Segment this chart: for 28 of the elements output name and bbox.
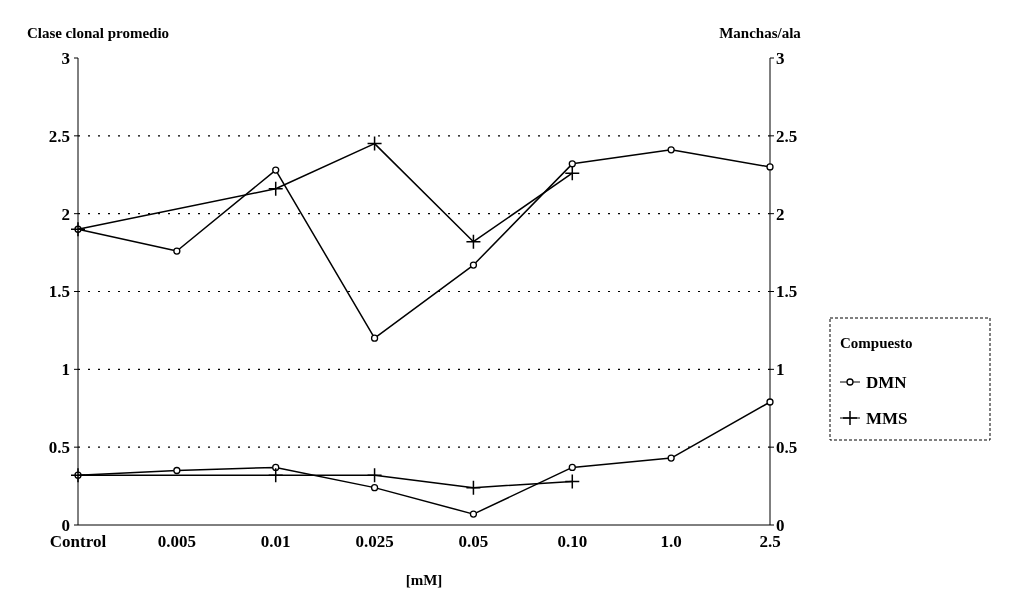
legend-label: DMN bbox=[866, 372, 908, 392]
y-tick-label: 1.5 bbox=[48, 282, 70, 302]
y-tick-label: 2 bbox=[61, 204, 70, 224]
x-tick-label: 0.05 bbox=[458, 532, 489, 551]
y2-tick-label: 0 bbox=[776, 515, 785, 535]
y-tick-label: 2.5 bbox=[48, 126, 70, 146]
x-tick-label: 0.025 bbox=[355, 532, 394, 551]
y2-tick-label: 1.5 bbox=[776, 282, 798, 302]
y2-tick-label: 2.5 bbox=[776, 126, 798, 146]
legend-title: Compuesto bbox=[840, 335, 913, 351]
x-tick-label: 1.0 bbox=[660, 532, 682, 551]
legend-label: MMS bbox=[866, 408, 908, 428]
x-tick-label: 0.10 bbox=[557, 532, 588, 551]
y2-tick-label: 2 bbox=[776, 204, 785, 224]
y-tick-label: 0.5 bbox=[48, 438, 70, 458]
y2-tick-label: 1 bbox=[776, 360, 785, 380]
y-tick-label: 1 bbox=[61, 360, 70, 380]
x-tick-label: 2.5 bbox=[759, 532, 781, 551]
y2-tick-label: 3 bbox=[776, 48, 785, 68]
y2-tick-label: 0.5 bbox=[776, 438, 798, 458]
y-tick-label: 3 bbox=[61, 48, 70, 68]
y2-axis-title: Manchas/ala bbox=[719, 25, 802, 41]
x-tick-label: 0.005 bbox=[157, 532, 196, 551]
y-axis-title: Clase clonal promedio bbox=[26, 25, 170, 41]
y-tick-label: 0 bbox=[61, 515, 70, 535]
x-tick-label: Control bbox=[49, 532, 107, 551]
x-axis-title: [mM] bbox=[405, 572, 443, 588]
x-tick-label: 0.01 bbox=[260, 532, 291, 551]
